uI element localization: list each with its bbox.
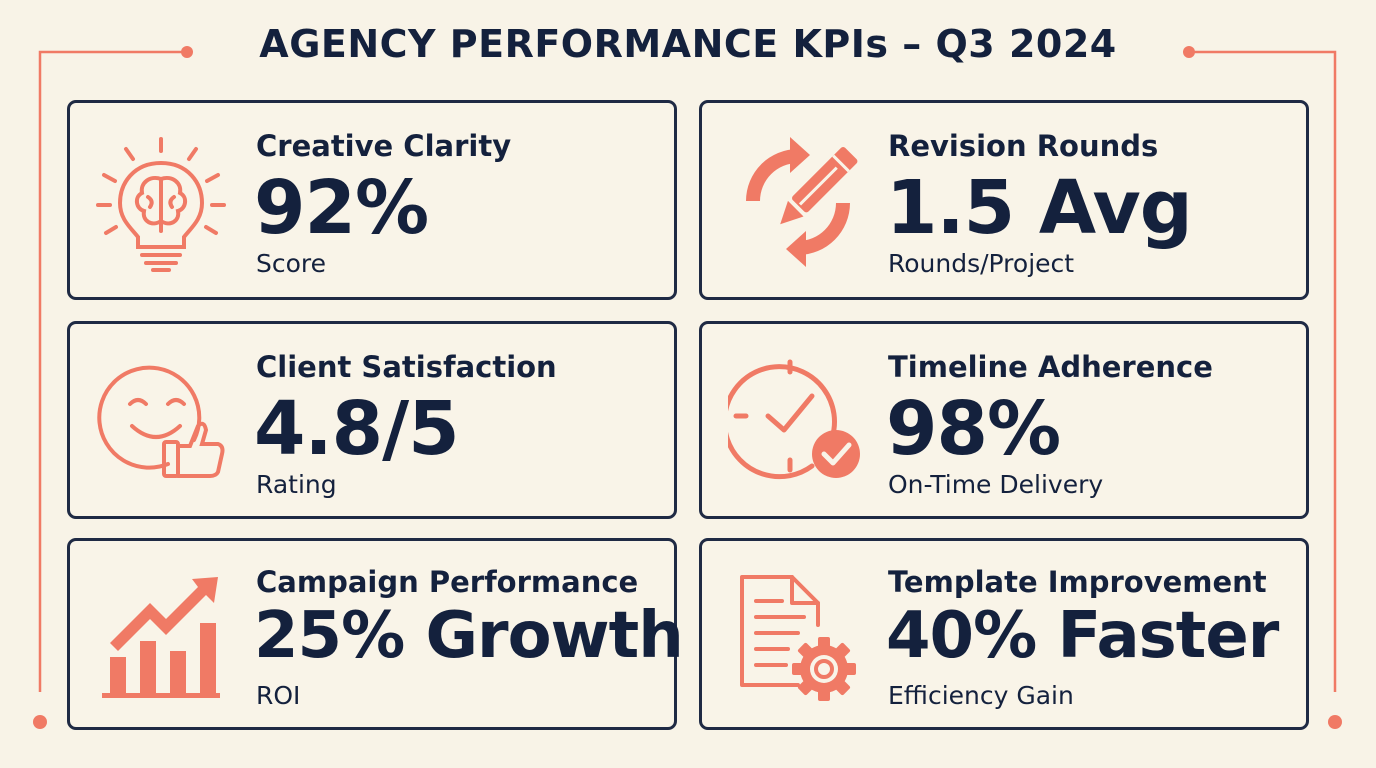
kpi-label: Campaign Performance xyxy=(256,565,639,599)
kpi-subtitle: Rating xyxy=(256,470,337,499)
page-title: AGENCY PERFORMANCE KPIs – Q3 2024 xyxy=(259,22,1117,66)
growth-chart-icon xyxy=(102,577,220,698)
clock-check-icon xyxy=(728,359,860,480)
kpi-value: 92% xyxy=(254,165,429,251)
kpi-label: Client Satisfaction xyxy=(256,350,557,384)
kpi-value: 40% Faster xyxy=(886,599,1279,673)
kpi-value: 4.8/5 xyxy=(254,386,460,472)
kpi-value: 98% xyxy=(886,386,1061,472)
kpi-card-campaign-performance: Campaign Performance 25% Growth ROI xyxy=(67,538,684,730)
kpi-label: Revision Rounds xyxy=(888,129,1159,163)
kpi-subtitle: On-Time Delivery xyxy=(888,470,1104,499)
lightbulb-brain-icon xyxy=(96,137,226,272)
kpi-label: Template Improvement xyxy=(888,565,1267,599)
document-gear-icon xyxy=(740,575,856,701)
kpi-card-timeline-adherence: Timeline Adherence 98% On-Time Delivery xyxy=(699,321,1309,519)
kpi-card-template-improvement: Template Improvement 40% Faster Efficien… xyxy=(699,538,1309,730)
kpi-subtitle: Score xyxy=(256,249,327,278)
kpi-subtitle: Rounds/Project xyxy=(888,249,1075,278)
kpi-label: Creative Clarity xyxy=(256,129,512,163)
kpi-card-creative-clarity: Creative Clarity 92% Score xyxy=(67,100,677,300)
kpi-value: 25% Growth xyxy=(254,599,684,673)
smiley-thumbs-up-icon xyxy=(97,365,225,478)
cycle-pencil-icon xyxy=(746,137,858,267)
kpi-label: Timeline Adherence xyxy=(888,350,1213,384)
kpi-value: 1.5 Avg xyxy=(886,165,1193,251)
kpi-subtitle: Efficiency Gain xyxy=(888,681,1074,710)
kpi-card-client-satisfaction: Client Satisfaction 4.8/5 Rating xyxy=(67,321,677,519)
kpi-subtitle: ROI xyxy=(256,681,301,710)
kpi-card-revision-rounds: Revision Rounds 1.5 Avg Rounds/Project xyxy=(699,100,1309,300)
